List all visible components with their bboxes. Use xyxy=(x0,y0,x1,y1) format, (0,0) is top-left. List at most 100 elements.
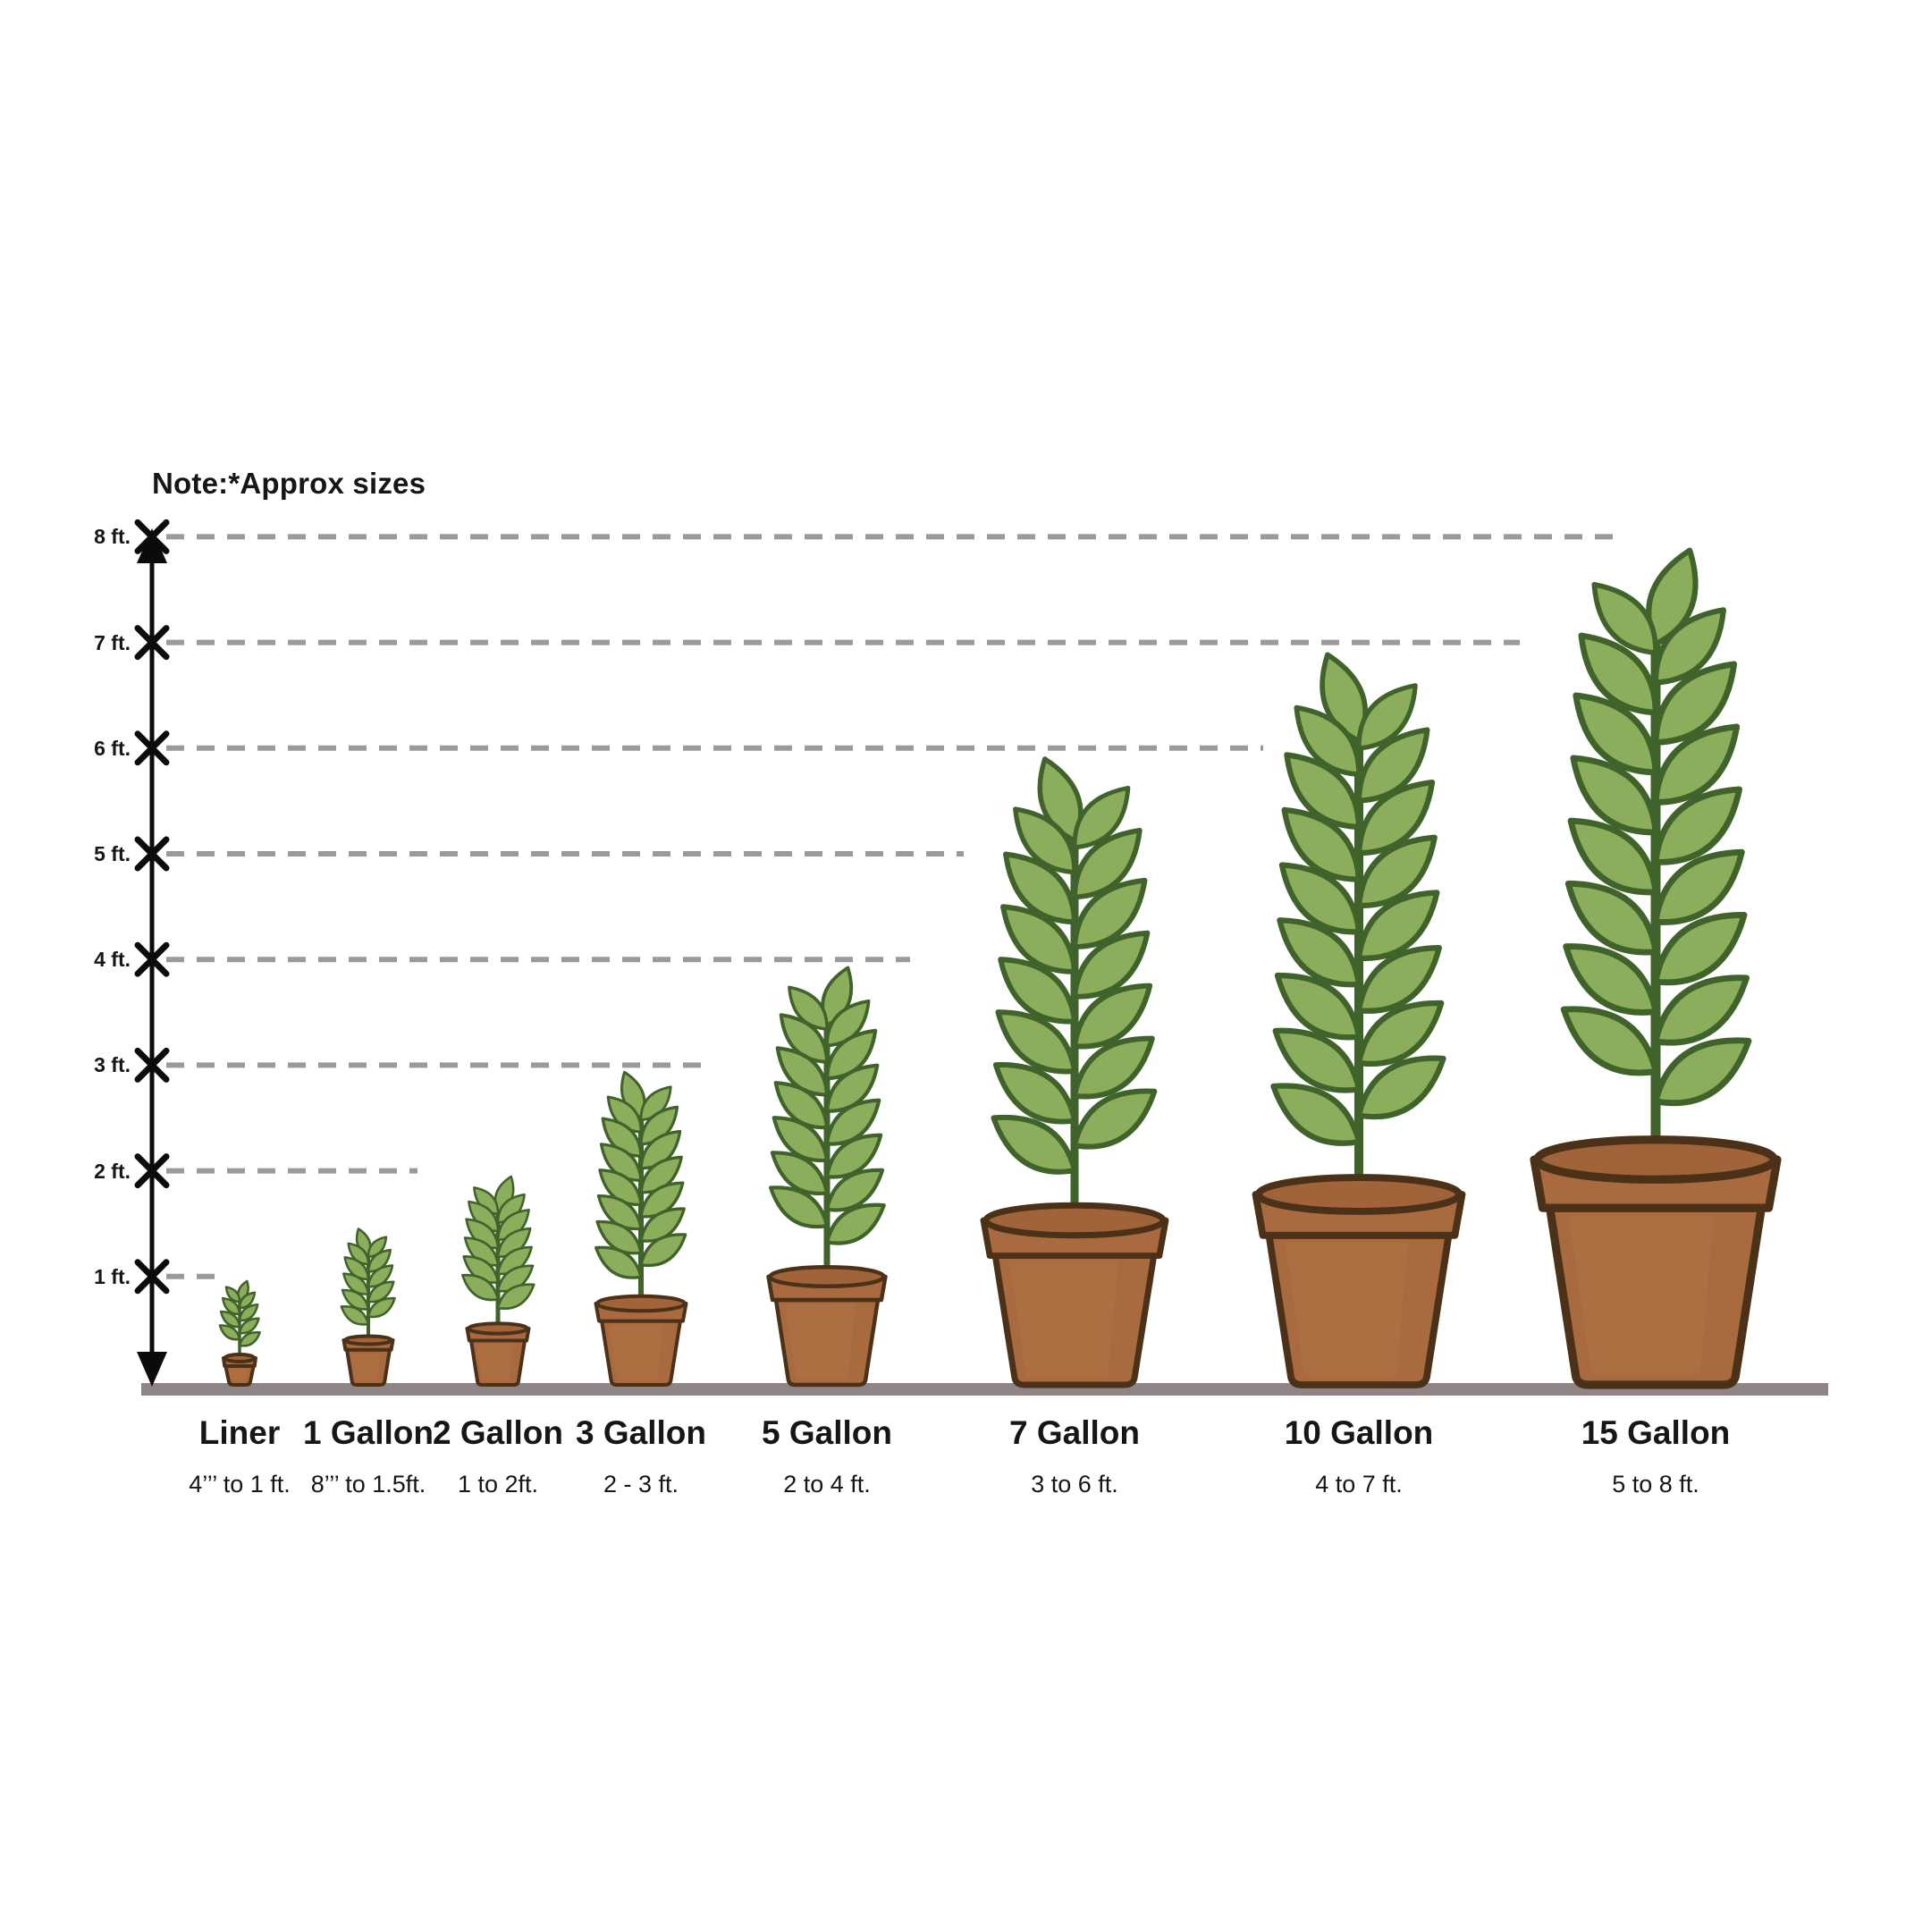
leaf xyxy=(824,1168,885,1212)
leaf xyxy=(1567,817,1659,896)
size-range-10-gallon: 4 to 7 ft. xyxy=(1315,1471,1403,1498)
pot-opening xyxy=(343,1334,393,1346)
size-range-3-gallon: 2 - 3 ft. xyxy=(603,1471,679,1498)
leaf xyxy=(1652,848,1745,925)
tick-x-2ft xyxy=(134,1153,170,1189)
leaf xyxy=(1560,1006,1659,1076)
leaf xyxy=(1072,930,1151,1000)
pot-highlight xyxy=(476,1344,513,1379)
pot-body xyxy=(468,1338,527,1387)
pot-opening xyxy=(595,1294,687,1313)
leaf xyxy=(238,1291,257,1310)
leaf xyxy=(1356,683,1418,751)
leaf xyxy=(1072,1035,1155,1100)
pot-opening xyxy=(768,1265,886,1288)
tick-label-6ft: 6 ft. xyxy=(94,736,131,760)
leaf xyxy=(1355,834,1438,909)
size-range-7-gallon: 3 to 6 ft. xyxy=(1031,1471,1118,1498)
leaf xyxy=(340,1305,370,1326)
leaf xyxy=(1278,862,1362,935)
category-label-3-gallon: 3 Gallon xyxy=(576,1414,706,1451)
pot-opening xyxy=(1533,1135,1778,1184)
pot-opening xyxy=(1254,1174,1463,1215)
tick-label-2ft: 2 ft. xyxy=(94,1159,131,1183)
leaf xyxy=(998,957,1077,1025)
tick-x-6ft xyxy=(134,730,170,766)
leaf xyxy=(1591,582,1658,656)
pot-highlight xyxy=(1009,1261,1118,1378)
leaf xyxy=(1000,904,1077,974)
tick-x-5ft xyxy=(134,836,170,872)
pot-opening xyxy=(982,1202,1167,1239)
tick-label-1ft: 1 ft. xyxy=(94,1264,131,1288)
leaf xyxy=(1652,974,1750,1046)
size-range-liner: 4’’’ to 1 ft. xyxy=(189,1471,291,1498)
plant-liner xyxy=(218,1279,261,1387)
leaf xyxy=(1652,912,1748,986)
leaf xyxy=(1277,917,1362,988)
leaf xyxy=(1578,632,1659,716)
leaf xyxy=(1355,890,1440,961)
axis-arrow-up-icon xyxy=(137,528,167,563)
leaf xyxy=(1563,943,1659,1016)
leaf xyxy=(238,1317,260,1335)
leaf xyxy=(461,1274,500,1302)
category-label-1-gallon: 1 Gallon xyxy=(303,1414,434,1451)
leaf xyxy=(1281,806,1362,882)
tick-label-7ft: 7 ft. xyxy=(94,630,131,654)
leaf xyxy=(238,1303,259,1322)
plant-15-gallon xyxy=(1530,547,1782,1389)
leaf xyxy=(1652,786,1742,865)
leaf xyxy=(1274,972,1362,1041)
tick-label-5ft: 5 ft. xyxy=(94,842,131,865)
leaf xyxy=(1272,1027,1362,1093)
leaf xyxy=(770,1151,830,1196)
leaf xyxy=(1652,1037,1752,1107)
leaf xyxy=(1072,877,1148,950)
tick-x-7ft xyxy=(134,625,170,661)
pot-body xyxy=(1546,1203,1766,1389)
pot-body xyxy=(1265,1231,1453,1388)
size-range-2-gallon: 1 to 2ft. xyxy=(457,1471,539,1498)
pot-highlight xyxy=(350,1353,381,1379)
leaf xyxy=(218,1324,241,1341)
category-label-15-gallon: 15 Gallon xyxy=(1581,1414,1731,1451)
leaf xyxy=(1072,983,1153,1050)
category-label-7-gallon: 7 Gallon xyxy=(1009,1414,1140,1451)
leaf xyxy=(221,1296,241,1316)
pot-body xyxy=(345,1347,392,1387)
leaf xyxy=(769,1185,830,1229)
leaf xyxy=(824,1202,886,1245)
tick-label-3ft: 3 ft. xyxy=(94,1053,131,1077)
plant-5-gallon xyxy=(766,966,888,1388)
leaf xyxy=(1072,785,1131,850)
leaf xyxy=(367,1296,396,1319)
pot-highlight xyxy=(608,1324,663,1379)
leaf xyxy=(1072,1088,1158,1150)
category-label-10-gallon: 10 Gallon xyxy=(1284,1414,1434,1451)
size-range-15-gallon: 5 to 8 ft. xyxy=(1612,1471,1699,1498)
leaf xyxy=(992,1062,1077,1125)
leaf xyxy=(496,1283,535,1311)
leaf xyxy=(1564,880,1659,956)
pot-body xyxy=(773,1297,881,1388)
size-range-1-gallon: 8’’’ to 1.5ft. xyxy=(310,1471,426,1498)
plant-10-gallon xyxy=(1252,652,1466,1388)
tick-label-8ft: 8 ft. xyxy=(94,525,131,549)
pot-body xyxy=(991,1253,1158,1388)
leaf xyxy=(639,1233,687,1268)
leaf xyxy=(1270,1083,1362,1146)
leaf xyxy=(594,1245,643,1279)
leaf xyxy=(238,1330,261,1347)
pot-highlight xyxy=(228,1370,248,1379)
plant-7-gallon xyxy=(980,756,1169,1388)
tick-label-4ft: 4 ft. xyxy=(94,948,131,972)
tick-x-1ft xyxy=(134,1259,170,1295)
category-label-2-gallon: 2 Gallon xyxy=(433,1414,563,1451)
plant-3-gallon xyxy=(594,1070,688,1387)
leaf xyxy=(1652,607,1726,686)
pot-highlight xyxy=(785,1303,856,1379)
pot-body xyxy=(223,1364,256,1387)
